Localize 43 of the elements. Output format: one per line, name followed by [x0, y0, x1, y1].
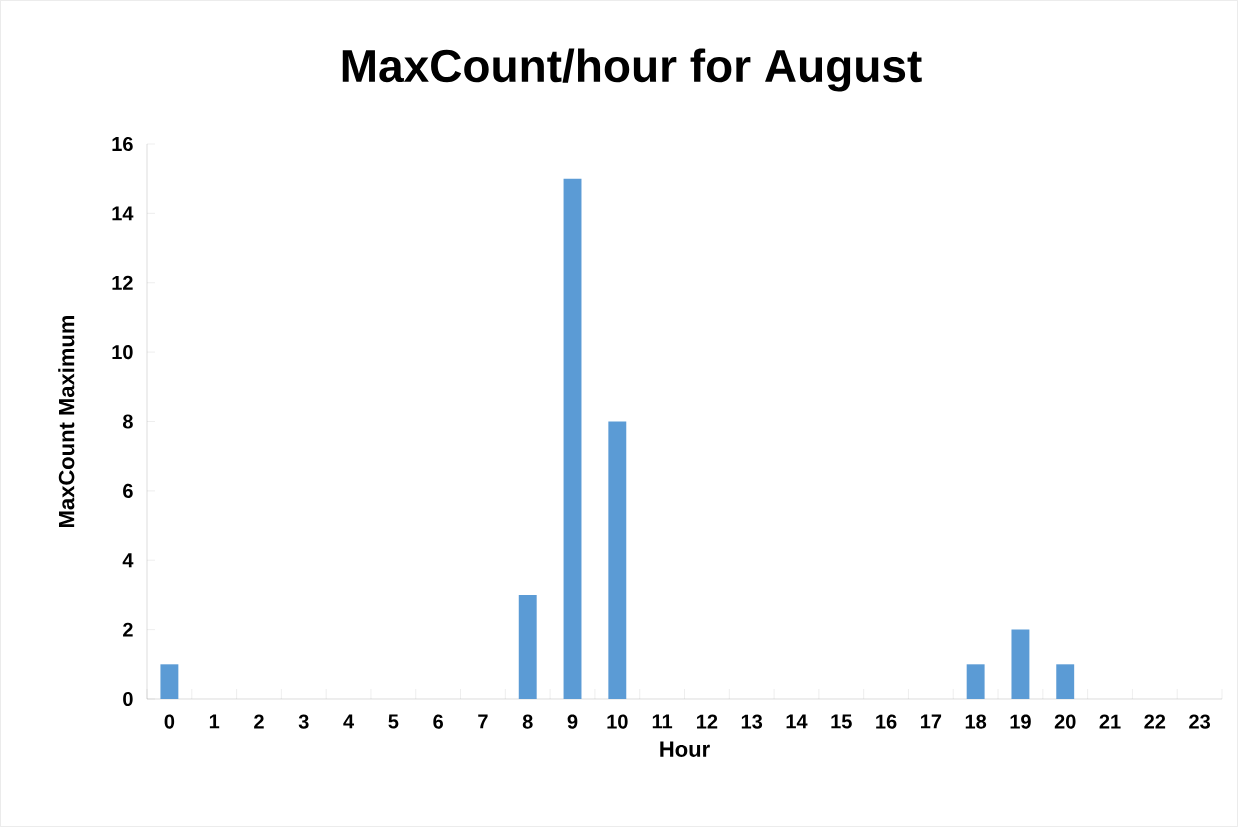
bar: [1011, 629, 1030, 699]
x-tick-label: 3: [298, 714, 309, 729]
x-tick-label: 13: [741, 714, 763, 729]
y-tick-label: 2: [123, 622, 133, 637]
x-tick-label: 17: [920, 714, 942, 729]
bar: [966, 664, 985, 699]
x-tick-label: 22: [1144, 714, 1166, 729]
bar: [518, 594, 537, 699]
y-tick-label: 4: [122, 553, 134, 568]
y-tick-label: 6: [123, 483, 133, 498]
y-tick-label: 12: [112, 275, 133, 290]
bar: [563, 178, 582, 699]
y-tick-label: 10: [112, 345, 133, 360]
bar: [608, 421, 627, 699]
y-tick-label: 8: [122, 414, 133, 429]
x-tick-label: 20: [1054, 714, 1076, 729]
x-tick-label: 18: [965, 714, 987, 729]
x-tick-label: 10: [607, 714, 628, 729]
bar: [160, 664, 179, 699]
chart-title: MaxCount/hour for August: [342, 48, 922, 92]
y-tick-label: 0: [123, 691, 133, 707]
y-tick-label: 16: [112, 136, 133, 152]
x-tick-label: 15: [831, 714, 852, 729]
x-tick-label: 11: [652, 714, 673, 729]
x-tick-label: 12: [697, 714, 718, 729]
x-axis-title: Hour: [660, 741, 710, 757]
x-tick-label: 0: [164, 714, 175, 729]
x-tick-label: 19: [1010, 714, 1031, 729]
x-tick-label: 23: [1189, 714, 1210, 729]
y-axis-title: MaxCount Maximum: [58, 315, 75, 527]
x-tick-label: 4: [343, 714, 355, 729]
bar: [1056, 664, 1075, 699]
x-tick-label: 2: [254, 714, 264, 729]
x-tick-label: 1: [209, 714, 220, 729]
x-tick-label: 16: [876, 714, 897, 729]
y-tick-label: 14: [112, 206, 134, 221]
x-tick-label: 7: [478, 714, 488, 729]
x-tick-label: 14: [786, 714, 808, 729]
x-tick-label: 6: [433, 714, 443, 729]
x-tick-label: 5: [388, 714, 399, 729]
x-tick-label: 9: [567, 714, 578, 729]
x-tick-label: 8: [522, 714, 533, 729]
x-tick-label: 21: [1099, 714, 1121, 729]
